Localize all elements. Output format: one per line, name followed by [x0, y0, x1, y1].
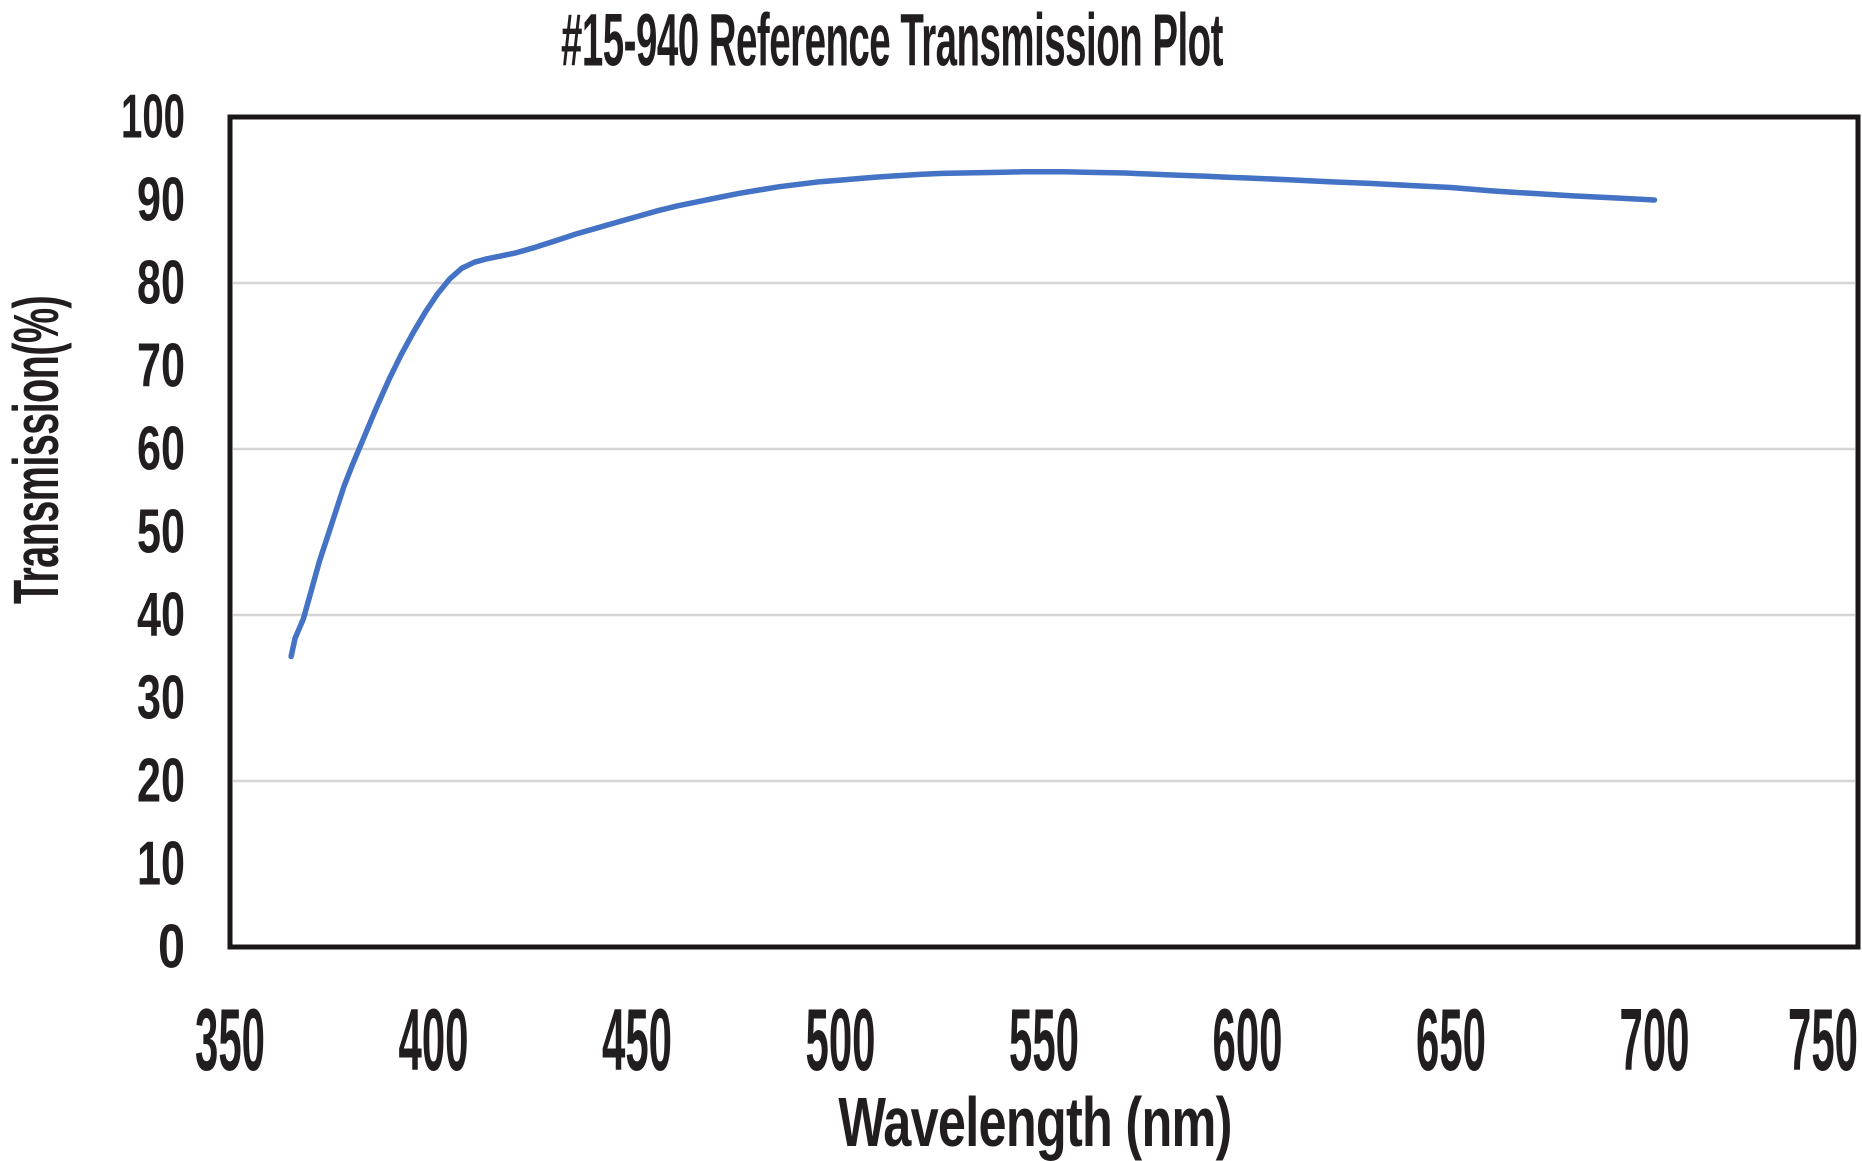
y-tick-label-100: 100: [121, 83, 185, 152]
x-tick-label-500: 500: [806, 990, 876, 1089]
y-axis-title: Transmission(%): [0, 295, 72, 605]
x-tick-label-700: 700: [1620, 990, 1690, 1089]
x-tick-label-650: 650: [1416, 990, 1486, 1089]
y-tick-label-30: 30: [137, 664, 185, 733]
x-axis-title: Wavelength (nm): [838, 1083, 1232, 1161]
y-tick-label-60: 60: [137, 415, 185, 484]
x-tick-label-750: 750: [1788, 990, 1858, 1089]
y-tick-label-80: 80: [137, 249, 185, 318]
x-tick-label-600: 600: [1213, 990, 1283, 1089]
y-tick-label-40: 40: [137, 581, 185, 650]
chart-title: #15-940 Reference Transmission Plot: [561, 0, 1223, 82]
y-tick-label-0: 0: [158, 913, 185, 982]
x-tick-label-450: 450: [602, 990, 672, 1089]
plot-border: [227, 114, 1861, 950]
x-tick-label-350: 350: [195, 990, 265, 1089]
x-tick-label-550: 550: [1009, 990, 1079, 1089]
y-tick-label-90: 90: [137, 166, 185, 235]
y-tick-label-10: 10: [137, 830, 185, 899]
transmission-curve: [288, 169, 1658, 660]
y-tick-label-20: 20: [137, 747, 185, 816]
y-tick-label-70: 70: [137, 332, 185, 401]
x-tick-label-400: 400: [399, 990, 469, 1089]
y-tick-label-50: 50: [137, 498, 185, 567]
